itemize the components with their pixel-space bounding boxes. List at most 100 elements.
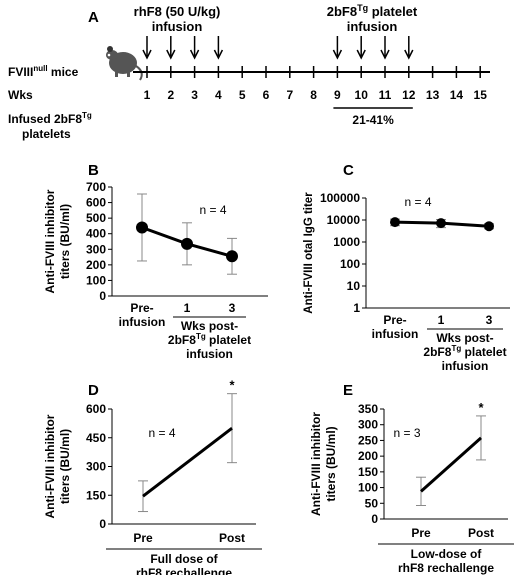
infusion-arrow-head [332, 49, 343, 60]
n-label: n = 3 [393, 426, 420, 440]
y-tick-label: 300 [358, 418, 378, 432]
data-point [181, 237, 193, 250]
week-label: 2 [167, 88, 174, 102]
platelet-label: 2bF8Tg platelet [327, 3, 418, 19]
wks-label: Wks [8, 88, 33, 102]
y-tick-label: 100 [358, 481, 378, 495]
infusion-arrow-head [380, 49, 390, 60]
infusion-arrow-head [166, 49, 176, 60]
series-line [142, 426, 233, 498]
group-label-2-b: platelet [461, 345, 506, 359]
series-line [420, 436, 482, 493]
timeline-ticks [146, 66, 481, 78]
y-tick-label: 150 [86, 488, 106, 502]
y-tick-label: 700 [86, 180, 106, 194]
group-label-3: infusion [186, 347, 233, 361]
y-tick-label: 500 [86, 211, 106, 225]
panel-letter-b: B [88, 162, 99, 179]
group-label-2-b: platelet [206, 333, 251, 347]
data-point [436, 218, 446, 229]
panel-d-chart: 0 150 300 450 600 Anti-FVIII inhibitor titers … [43, 378, 262, 575]
significance-star: * [229, 378, 235, 393]
infusion-arrow-head [404, 49, 414, 60]
x-label-pre-2: infusion [119, 315, 166, 329]
y-tick-label: 250 [358, 433, 378, 447]
data-point [390, 217, 400, 228]
week-label: 14 [450, 88, 464, 102]
infusion-arrow-head [142, 49, 152, 60]
y-tick-label: 400 [86, 227, 106, 241]
group-label: Low-dose of [411, 547, 483, 561]
x-tick-label: 1 [184, 301, 191, 315]
y-axis-label-2: titers (BU/ml) [58, 204, 72, 279]
y-tick-label: 200 [358, 449, 378, 463]
week-label: 9 [334, 88, 341, 102]
week-label: 12 [402, 88, 416, 102]
x-tick-label: 1 [438, 313, 445, 327]
y-tick-label: 100 [86, 273, 106, 287]
y-tick-label: 1000 [333, 235, 360, 249]
group-label: Full dose of [150, 552, 218, 566]
y-axis-label-2: titers (BU/ml) [324, 426, 338, 501]
infused-label-2: platelets [22, 127, 71, 141]
week-label: 13 [426, 88, 440, 102]
rhf8-label-2: infusion [152, 19, 203, 34]
group-label-2: 2bF8Tg platelet [423, 344, 506, 359]
mouse-label: FVIIInull mice [8, 64, 79, 79]
n-label: n = 4 [404, 195, 431, 209]
y-tick-label: 300 [86, 460, 106, 474]
x-tick-label: Pre [411, 526, 431, 540]
data-point [136, 221, 148, 234]
y-tick-label: 10 [347, 279, 361, 293]
timeline-week-labels: 1 2 3 4 5 6 7 8 9 10 11 12 13 14 15 [144, 88, 488, 102]
group-label-3: infusion [442, 359, 489, 373]
y-tick-label: 600 [86, 402, 106, 416]
group-label-2-sup: Tg [196, 332, 206, 341]
y-tick-label: 100000 [320, 191, 360, 205]
infused-label: Infused 2bF8Tg [8, 111, 92, 126]
infusion-arrow-head [356, 49, 366, 60]
x-tick-label: Post [219, 531, 245, 545]
y-axis-label-2: titers (BU/ml) [58, 429, 72, 504]
week-label: 11 [379, 88, 392, 102]
y-tick-label: 300 [86, 242, 106, 256]
y-tick-label: 0 [99, 289, 106, 303]
infusion-arrow-head [213, 49, 224, 60]
y-tick-label: 100 [340, 257, 360, 271]
y-tick-label: 0 [371, 512, 378, 526]
significance-star: * [478, 400, 484, 415]
n-label: n = 4 [199, 203, 226, 217]
x-tick-label: 3 [486, 313, 493, 327]
week-label: 7 [286, 88, 293, 102]
y-tick-label: 450 [86, 431, 106, 445]
panel-c-chart: 1 10 100 1000 10000 100000 Anti-FVIII otal IgG… [303, 191, 510, 373]
week-label: 10 [355, 88, 369, 102]
panel-letter-c: C [343, 162, 354, 179]
x-tick-label: 3 [229, 301, 236, 315]
y-axis-label: Anti-FVIII inhibitor [43, 189, 57, 293]
week-label: 8 [310, 88, 317, 102]
timeline-arrows [142, 36, 414, 60]
group-label-2-sup: Tg [451, 344, 461, 353]
week-label: 4 [215, 88, 222, 102]
week-label: 6 [263, 88, 270, 102]
group-label-2: 2bF8Tg platelet [168, 332, 251, 347]
y-tick-label: 200 [86, 258, 106, 272]
group-label-2-a: 2bF8 [168, 333, 196, 347]
data-point [226, 250, 238, 263]
group-label: Wks post- [181, 319, 238, 333]
infusion-arrow-head [189, 49, 200, 60]
y-tick-label: 1 [353, 301, 360, 315]
group-label: Wks post- [436, 331, 493, 345]
y-tick-label: 10000 [327, 213, 361, 227]
data-point [484, 221, 494, 232]
x-tick-label: Pre [133, 531, 153, 545]
week-label: 1 [144, 88, 151, 102]
group-label-2: rhF8 rechallenge [136, 566, 232, 575]
y-axis-label: Anti-FVIII otal IgG titer [303, 192, 315, 314]
platelet-label-2: infusion [347, 19, 398, 34]
y-axis-label: Anti-FVIII inhibitor [309, 412, 323, 516]
